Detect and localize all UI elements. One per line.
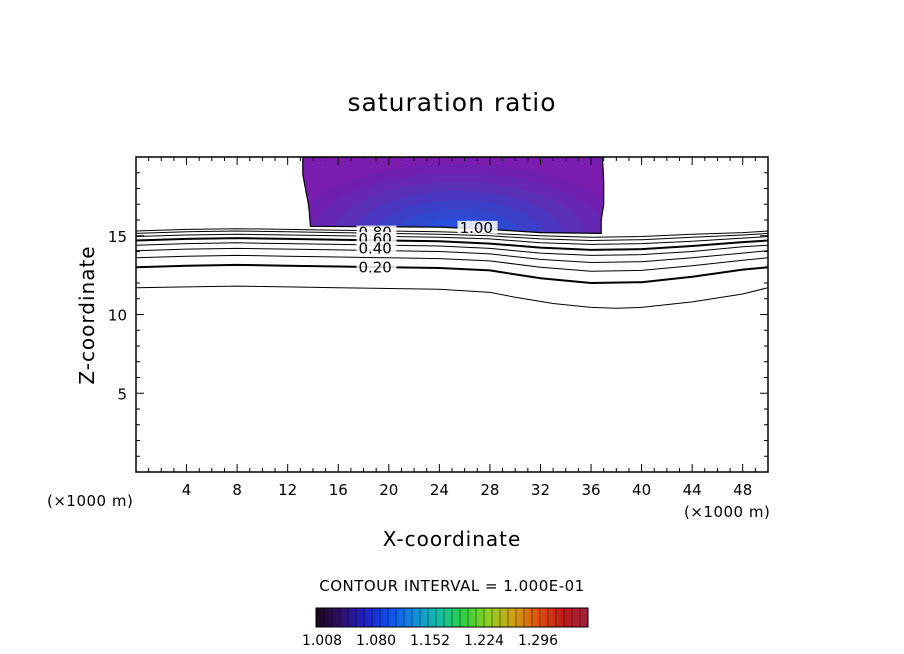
y-tick-label: 5: [117, 385, 127, 403]
contour-line: [136, 230, 768, 242]
x-tick-label: 20: [379, 481, 398, 499]
contour-line: [136, 242, 768, 256]
x-tick-label: 32: [531, 481, 550, 499]
colorbar-tick-label: 1.152: [409, 633, 451, 649]
contour-interval-text: CONTOUR INTERVAL = 1.000E-01: [319, 577, 585, 595]
contour-label-bg: [356, 260, 397, 274]
x-tick-label: 24: [430, 481, 449, 499]
x-tick-label: 12: [278, 481, 297, 499]
x-axis-label: X-coordinate: [382, 527, 522, 551]
contour-label-bg: [457, 220, 498, 234]
colorbar-tick-label: 1.008: [301, 633, 343, 649]
contour-line: [136, 254, 768, 272]
x-tick-label: 8: [232, 481, 242, 499]
contour-line: [136, 228, 768, 238]
x-tick-label: 28: [480, 481, 499, 499]
colorbar-tick-label: 1.224: [463, 633, 505, 649]
contour-label: 1.00: [460, 219, 493, 237]
contour-line: [136, 247, 768, 264]
x-tick-label: 48: [733, 481, 752, 499]
y-tick-label: 10: [108, 307, 127, 325]
x-unit-right: (×1000 m): [684, 503, 771, 521]
contour-labels: 0.800.600.400.201.00: [356, 219, 498, 276]
x-tick-label: 36: [581, 481, 600, 499]
chart-title: saturation ratio: [347, 88, 557, 117]
x-tick-label: 4: [182, 481, 192, 499]
contour-lines: [136, 228, 768, 309]
contour-line: [136, 237, 768, 251]
x-tick-label: 16: [329, 481, 348, 499]
contour-line: [136, 233, 768, 245]
y-axis-label: Z-coordinate: [75, 245, 99, 385]
contour-line: [136, 263, 768, 285]
colorbar-tick-label: 1.080: [355, 633, 397, 649]
contour-label: 0.20: [358, 258, 391, 276]
colorbar-tick-label: 1.296: [517, 633, 559, 649]
y-tick-label: 15: [108, 228, 127, 246]
contour-label: 0.40: [358, 239, 391, 257]
contour-line: [136, 285, 768, 309]
shaded-region: [302, 157, 605, 235]
colorbar-ticks: [323, 608, 581, 627]
x-tick-label: 44: [683, 481, 702, 499]
contour-label-bg: [356, 241, 397, 255]
colorbar: [315, 607, 589, 628]
x-unit-left: (×1000 m): [47, 492, 134, 510]
axis-ticks: [136, 157, 768, 472]
shade-bands: [302, 157, 604, 234]
x-tick-label: 40: [632, 481, 651, 499]
